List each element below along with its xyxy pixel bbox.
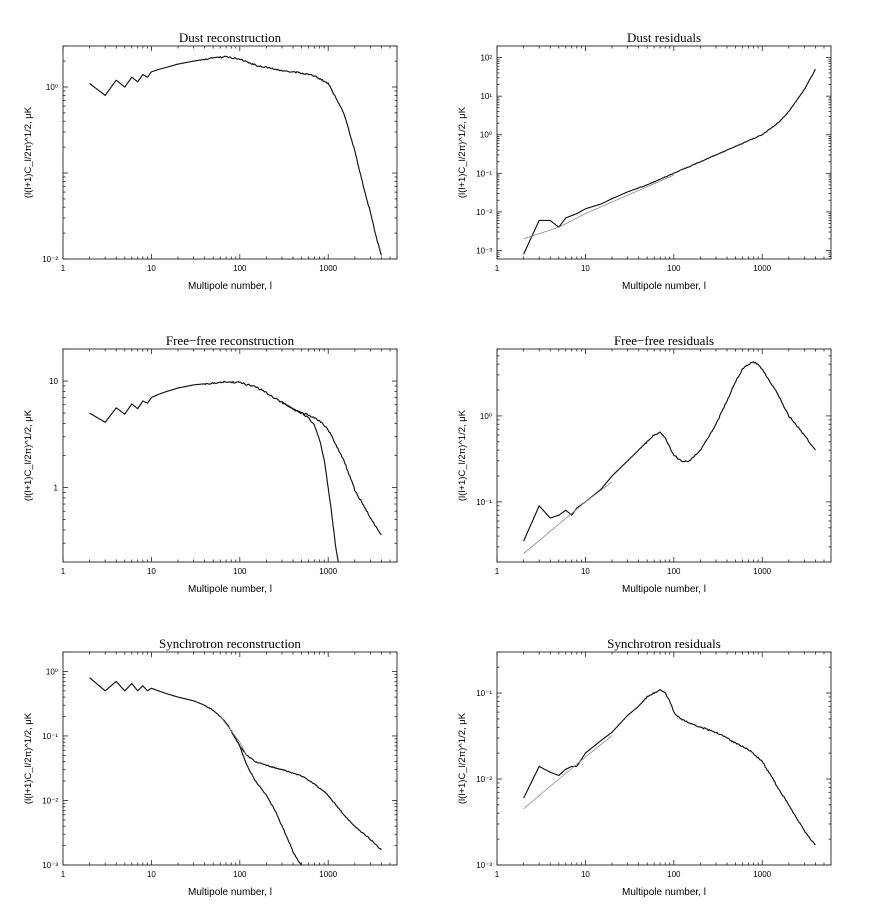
y-axis-label: (l(l+1)C_l/2π)^1/2, μK — [23, 409, 34, 501]
series-line-reconstruction — [89, 55, 382, 256]
y-tick-label: 10⁻³ — [476, 861, 492, 870]
panel-dust-reconstruction: Dust reconstruction 1 10 100 1000 10⁻² 10⁰ Mult… — [23, 30, 398, 292]
x-tick-label: 1000 — [319, 870, 337, 879]
x-tick-label: 100 — [233, 870, 247, 879]
x-tick-label: 1000 — [319, 264, 337, 273]
y-axis-label: (l(l+1)C_l/2π)^1/2, μK — [457, 409, 468, 501]
x-tick-label: 100 — [667, 870, 681, 879]
x-tick-label: 10 — [147, 567, 156, 576]
panel-title: Dust reconstruction — [179, 30, 282, 45]
y-tick-label: 10⁻¹ — [476, 689, 492, 698]
panel-title: Free−free reconstruction — [166, 333, 295, 348]
panel-synchrotron-reconstruction: Synchrotron reconstruction 1 10 100 1000 10⁻³… — [23, 636, 398, 898]
panel-free-free-reconstruction: Free−free reconstruction 1 10 100 1000 1 10 Mul… — [23, 333, 398, 595]
panel-dust-residuals: Dust residuals 1 10 100 1000 10⁻³ 10⁻² 10⁻¹ 10⁰ 1… — [457, 30, 832, 292]
x-tick-label: 1 — [495, 567, 500, 576]
x-axis-label: Multipole number, l — [188, 281, 272, 292]
y-axis-label: (l(l+1)C_l/2π)^1/2, μK — [457, 106, 468, 198]
x-tick-label: 10 — [147, 264, 156, 273]
y-tick-label: 10¹ — [480, 92, 492, 101]
x-tick-label: 1 — [61, 264, 66, 273]
y-tick-label: 10 — [49, 377, 58, 386]
series-line-model — [523, 174, 674, 240]
x-tick-label: 1000 — [319, 567, 337, 576]
panel-title: Dust residuals — [627, 30, 701, 45]
series-line-model — [523, 481, 613, 555]
x-tick-label: 1 — [61, 870, 66, 879]
x-tick-label: 1000 — [753, 567, 771, 576]
x-axis-label: Multipole number, l — [622, 584, 706, 595]
series-line-residuals — [523, 688, 816, 846]
x-axis-label: Multipole number, l — [188, 887, 272, 898]
panel-title: Free−free residuals — [614, 333, 714, 348]
x-tick-label: 100 — [233, 567, 247, 576]
y-tick-label: 10⁻² — [476, 775, 492, 784]
plot-frame — [62, 651, 398, 866]
x-tick-label: 100 — [233, 264, 247, 273]
series-line-residuals — [523, 361, 816, 542]
panel-title: Synchrotron residuals — [607, 636, 721, 651]
y-axis-label: (l(l+1)C_l/2π)^1/2, μK — [457, 712, 468, 804]
series-line-model — [523, 735, 613, 810]
y-tick-label: 10⁰ — [480, 131, 492, 140]
x-tick-label: 100 — [667, 567, 681, 576]
y-axis-label: (l(l+1)C_l/2π)^1/2, μK — [23, 712, 34, 804]
x-tick-label: 1 — [495, 264, 500, 273]
panel-title: Synchrotron reconstruction — [159, 636, 301, 651]
panel-synchrotron-residuals: Synchrotron residuals 1 10 100 1000 10⁻³ 10⁻² 1… — [457, 636, 832, 898]
y-tick-label: 10⁻² — [476, 208, 492, 217]
x-tick-label: 1 — [495, 870, 500, 879]
plot-frame — [62, 45, 398, 260]
y-tick-label: 10⁰ — [480, 412, 492, 421]
panel-free-free-residuals: Free−free residuals 1 10 100 1000 10⁻¹ 10⁰ Mult… — [457, 333, 832, 595]
x-tick-label: 1000 — [753, 264, 771, 273]
series-line-residuals — [523, 68, 816, 255]
plot-frame — [496, 348, 832, 563]
series-line-model — [219, 716, 248, 756]
series-line-reconstruction-cutoff — [230, 730, 303, 865]
plot-frame — [496, 651, 832, 866]
y-tick-label: 10⁰ — [46, 83, 58, 92]
x-tick-label: 10 — [581, 870, 590, 879]
series-line-reconstruction — [89, 380, 382, 536]
y-tick-label: 10⁻² — [42, 255, 58, 264]
x-tick-label: 10 — [147, 870, 156, 879]
x-tick-label: 100 — [667, 264, 681, 273]
y-tick-label: 10⁻¹ — [42, 732, 58, 741]
x-tick-label: 1000 — [753, 870, 771, 879]
y-tick-label: 10⁰ — [46, 667, 58, 676]
y-tick-label: 10⁻¹ — [476, 498, 492, 507]
x-tick-label: 10 — [581, 264, 590, 273]
y-tick-label: 10⁻² — [42, 796, 58, 805]
y-tick-label: 10⁻³ — [42, 861, 58, 870]
x-tick-label: 10 — [581, 567, 590, 576]
x-axis-label: Multipole number, l — [188, 584, 272, 595]
plot-frame — [496, 45, 832, 260]
plot-frame — [62, 348, 398, 563]
x-tick-label: 1 — [61, 567, 66, 576]
y-tick-label: 10⁻¹ — [476, 169, 492, 178]
x-axis-label: Multipole number, l — [622, 281, 706, 292]
y-axis-label: (l(l+1)C_l/2π)^1/2, μK — [23, 106, 34, 198]
series-line-reconstruction-cutoff — [281, 401, 339, 562]
x-axis-label: Multipole number, l — [622, 887, 706, 898]
y-tick-label: 10⁻³ — [476, 246, 492, 255]
series-line-reconstruction — [89, 677, 382, 851]
y-tick-label: 10² — [480, 54, 492, 63]
y-tick-label: 1 — [54, 484, 59, 493]
